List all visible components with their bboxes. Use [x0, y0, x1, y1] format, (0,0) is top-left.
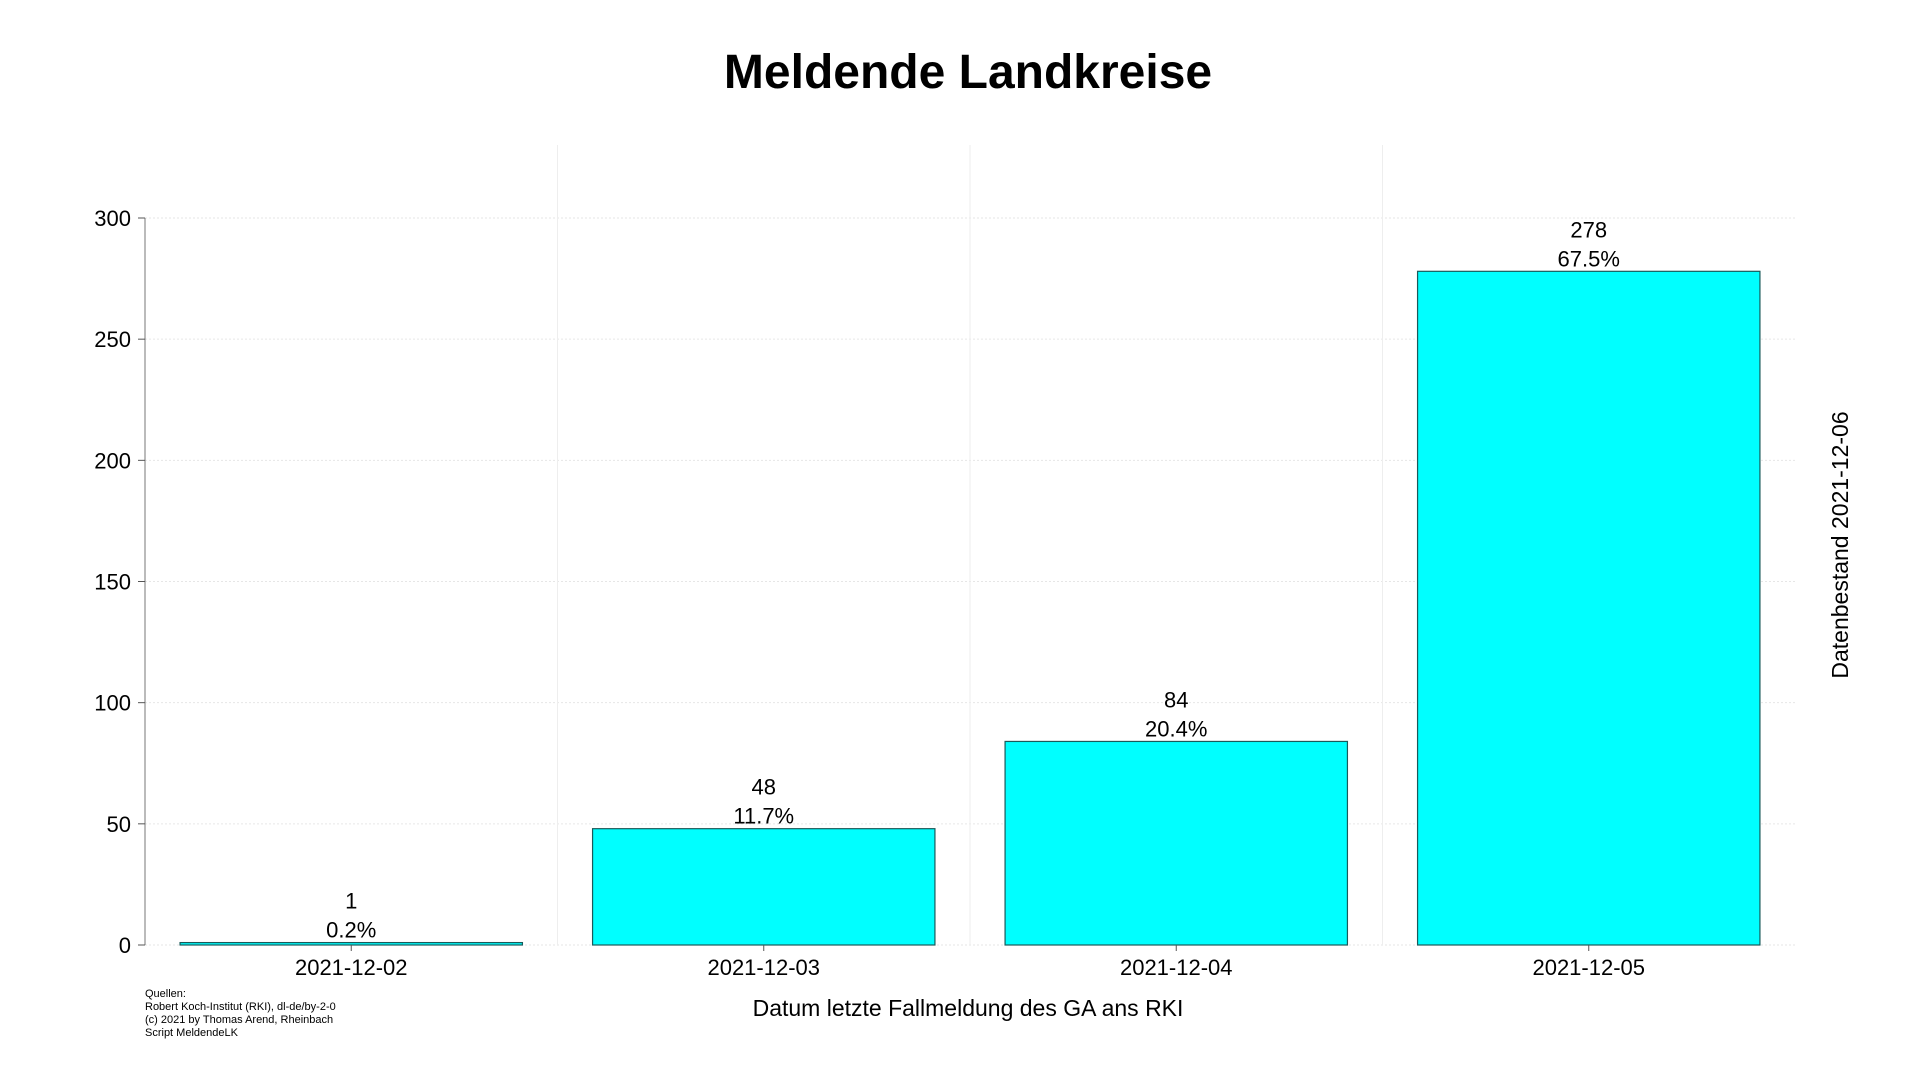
sources-block: Quellen: Robert Koch-Institut (RKI), dl-…	[145, 988, 336, 1039]
data-label-percent: 11.7%	[733, 804, 794, 829]
chart-title: Meldende Landkreise	[724, 46, 1212, 99]
bars	[179, 270, 1761, 946]
right-side-label: Datenbestand 2021-12-06	[1827, 411, 1853, 678]
x-tick-label: 2021-12-05	[1532, 955, 1645, 980]
bar	[1004, 740, 1349, 946]
source-line: Script MeldendeLK	[145, 1027, 239, 1039]
x-tick-labels: 2021-12-02 2021-12-03 2021-12-04 2021-12-05	[295, 945, 1645, 980]
data-label-percent: 67.5%	[1558, 246, 1620, 271]
x-tick-label: 2021-12-04	[1120, 955, 1233, 980]
data-label-value: 48	[752, 775, 776, 800]
bar	[591, 828, 936, 946]
y-tick-label: 150	[94, 570, 131, 595]
y-tick-label: 0	[119, 933, 131, 958]
bar	[179, 941, 524, 946]
data-label-value: 84	[1164, 687, 1188, 712]
data-label-value: 278	[1570, 217, 1607, 242]
source-line: Robert Koch-Institut (RKI), dl-de/by-2-0	[145, 1001, 336, 1013]
y-tick-label: 300	[94, 206, 131, 231]
grid-lines	[145, 145, 1795, 946]
data-label-percent: 0.2%	[326, 918, 376, 943]
y-tick-label: 100	[94, 691, 131, 716]
bar	[1416, 270, 1761, 946]
x-tick-label: 2021-12-03	[707, 955, 820, 980]
y-tick-label: 200	[94, 448, 131, 473]
y-tick-labels: 0 50 100 150 200 250 300	[94, 206, 145, 958]
data-label-value: 1	[345, 889, 357, 914]
x-axis-label: Datum letzte Fallmeldung des GA ans RKI	[753, 995, 1184, 1021]
data-label-percent: 20.4%	[1145, 716, 1207, 741]
source-line: Quellen:	[145, 988, 186, 1000]
source-line: (c) 2021 by Thomas Arend, Rheinbach	[145, 1014, 333, 1026]
y-tick-label: 50	[107, 812, 131, 837]
y-tick-label: 250	[94, 327, 131, 352]
data-labels: 1 0.2% 48 11.7% 84 20.4% 278 67.5%	[326, 217, 1620, 942]
x-tick-label: 2021-12-02	[295, 955, 408, 980]
